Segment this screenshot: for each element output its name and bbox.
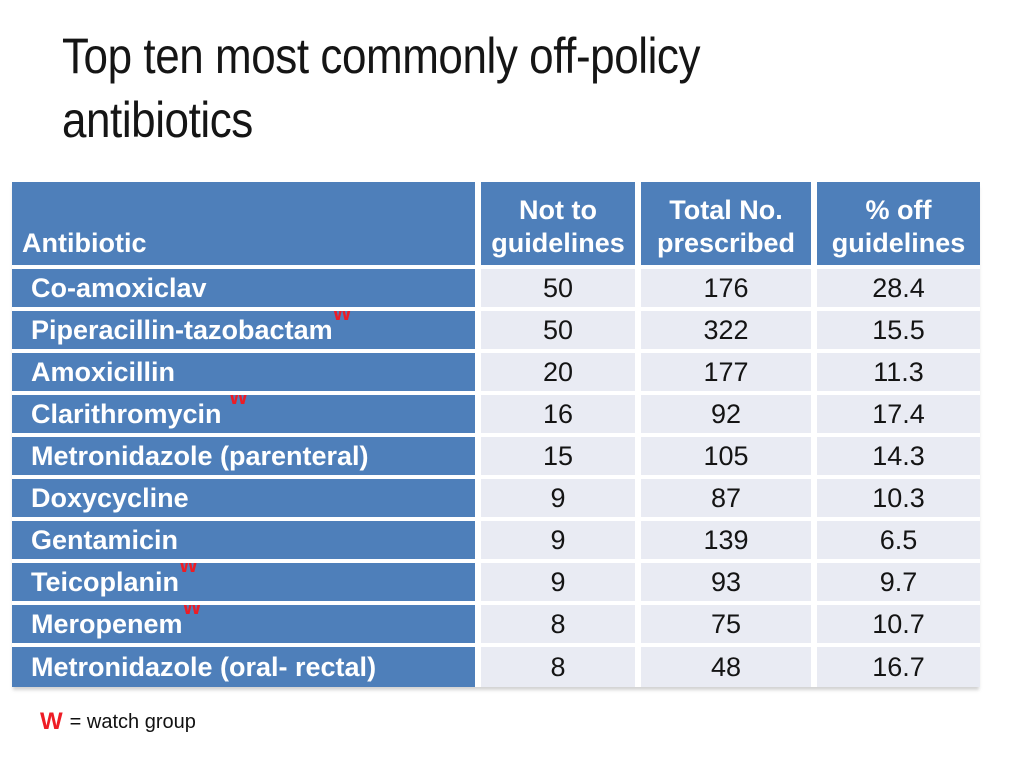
pct-off-guidelines-cell: 6.5 xyxy=(814,517,980,561)
watch-group-marker: W xyxy=(179,561,198,577)
antibiotic-name-cell: Clarithromycin W xyxy=(12,391,481,435)
page-title: Top ten most commonly off-policy antibiot… xyxy=(62,24,700,152)
antibiotic-name: Meropenem xyxy=(31,608,183,639)
pct-off-guidelines-cell: 9.7 xyxy=(814,559,980,603)
not-to-guidelines-cell: 50 xyxy=(478,307,641,351)
table-row: Clarithromycin W 16 92 17.4 xyxy=(12,391,980,435)
total-prescribed-cell: 139 xyxy=(638,517,817,561)
antibiotic-name-cell: Co-amoxiclav xyxy=(12,265,481,309)
table-row: Amoxicillin 20 177 11.3 xyxy=(12,349,980,393)
watch-group-marker: W xyxy=(332,309,352,325)
total-prescribed-cell: 177 xyxy=(638,349,817,393)
antibiotic-name-cell: Piperacillin-tazobactamW xyxy=(12,307,481,351)
total-prescribed-cell: 92 xyxy=(638,391,817,435)
table-row: MeropenemW 8 75 10.7 xyxy=(12,601,980,645)
pct-off-guidelines-cell: 11.3 xyxy=(814,349,980,393)
table-row: Gentamicin 9 139 6.5 xyxy=(12,517,980,561)
watch-group-marker: W xyxy=(182,603,202,619)
total-prescribed-cell: 322 xyxy=(638,307,817,351)
antibiotic-name-cell: Amoxicillin xyxy=(12,349,481,393)
pct-off-guidelines-cell: 14.3 xyxy=(814,433,980,477)
not-to-guidelines-cell: 9 xyxy=(478,559,641,603)
antibiotic-name: Doxycycline xyxy=(31,482,189,513)
antibiotic-name-cell: Doxycycline xyxy=(12,475,481,519)
not-to-guidelines-cell: 9 xyxy=(478,475,641,519)
antibiotic-name: Metronidazole (parenteral) xyxy=(31,440,369,471)
not-to-guidelines-cell: 50 xyxy=(478,265,641,309)
antibiotic-name: Piperacillin-tazobactam xyxy=(31,314,333,345)
not-to-guidelines-cell: 16 xyxy=(478,391,641,435)
table-row: Co-amoxiclav 50 176 28.4 xyxy=(12,265,980,309)
antibiotic-name-cell: TeicoplaninW xyxy=(12,559,481,603)
total-prescribed-cell: 48 xyxy=(638,643,817,687)
table-row: Metronidazole (oral- rectal) 8 48 16.7 xyxy=(12,643,980,687)
pct-off-guidelines-cell: 15.5 xyxy=(814,307,980,351)
antibiotic-name-cell: Metronidazole (parenteral) xyxy=(12,433,481,477)
antibiotic-name: Metronidazole (oral- rectal) xyxy=(31,651,377,682)
table-row: Metronidazole (parenteral) 15 105 14.3 xyxy=(12,433,980,477)
total-prescribed-cell: 176 xyxy=(638,265,817,309)
table-row: Piperacillin-tazobactamW 50 322 15.5 xyxy=(12,307,980,351)
column-header-total-prescribed: Total No. prescribed xyxy=(638,182,817,267)
title-line-2: antibiotics xyxy=(62,92,253,148)
not-to-guidelines-cell: 20 xyxy=(478,349,641,393)
title-line-1: Top ten most commonly off-policy xyxy=(62,28,701,84)
not-to-guidelines-cell: 8 xyxy=(478,643,641,687)
total-prescribed-cell: 87 xyxy=(638,475,817,519)
antibiotic-name-cell: MeropenemW xyxy=(12,601,481,645)
antibiotic-name: Gentamicin xyxy=(31,524,179,555)
not-to-guidelines-cell: 15 xyxy=(478,433,641,477)
total-prescribed-cell: 105 xyxy=(638,433,817,477)
pct-off-guidelines-cell: 10.7 xyxy=(814,601,980,645)
antibiotic-name: Co-amoxiclav xyxy=(31,272,207,303)
column-header-pct-off-guidelines: % off guidelines xyxy=(814,182,980,267)
column-header-antibiotic: Antibiotic xyxy=(12,182,481,267)
footnote: W = watch group xyxy=(40,708,196,736)
table-row: Doxycycline 9 87 10.3 xyxy=(12,475,980,519)
antibiotic-name: Clarithromycin xyxy=(31,398,230,429)
antibiotic-name-cell: Metronidazole (oral- rectal) xyxy=(12,643,481,687)
table-header-row: Antibiotic Not to guidelines Total No. p… xyxy=(12,182,980,267)
footnote-text: = watch group xyxy=(69,711,196,733)
total-prescribed-cell: 93 xyxy=(638,559,817,603)
total-prescribed-cell: 75 xyxy=(638,601,817,645)
watch-group-marker: W xyxy=(229,393,248,409)
not-to-guidelines-cell: 9 xyxy=(478,517,641,561)
pct-off-guidelines-cell: 16.7 xyxy=(814,643,980,687)
watch-symbol: W xyxy=(40,708,63,735)
antibiotic-name: Teicoplanin xyxy=(31,566,180,597)
pct-off-guidelines-cell: 28.4 xyxy=(814,265,980,309)
not-to-guidelines-cell: 8 xyxy=(478,601,641,645)
antibiotic-name-cell: Gentamicin xyxy=(12,517,481,561)
table-row: TeicoplaninW 9 93 9.7 xyxy=(12,559,980,603)
pct-off-guidelines-cell: 10.3 xyxy=(814,475,980,519)
pct-off-guidelines-cell: 17.4 xyxy=(814,391,980,435)
column-header-not-to-guidelines: Not to guidelines xyxy=(478,182,641,267)
antibiotics-table: Antibiotic Not to guidelines Total No. p… xyxy=(12,182,980,687)
antibiotic-name: Amoxicillin xyxy=(31,356,176,387)
